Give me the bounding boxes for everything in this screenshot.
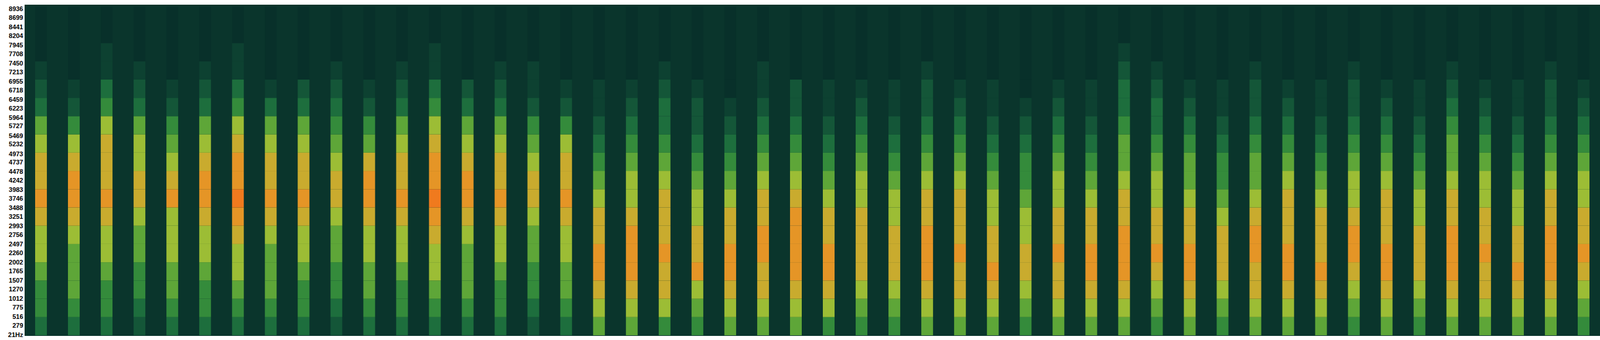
svg-text:3983: 3983 — [8, 186, 23, 194]
svg-text:8936: 8936 — [8, 5, 23, 13]
svg-text:5964: 5964 — [8, 114, 24, 122]
svg-text:4973: 4973 — [8, 150, 23, 158]
svg-text:6955: 6955 — [8, 77, 23, 85]
svg-text:8699: 8699 — [8, 14, 23, 22]
svg-text:8441: 8441 — [8, 23, 23, 31]
svg-text:8204: 8204 — [8, 32, 24, 40]
svg-text:3251: 3251 — [8, 213, 23, 221]
svg-text:5469: 5469 — [8, 132, 23, 140]
svg-text:6718: 6718 — [8, 86, 23, 94]
svg-text:7213: 7213 — [8, 68, 23, 76]
svg-text:4737: 4737 — [8, 158, 23, 166]
svg-text:2497: 2497 — [8, 240, 23, 248]
svg-text:2260: 2260 — [8, 249, 23, 257]
svg-text:3488: 3488 — [8, 204, 23, 212]
svg-text:2756: 2756 — [8, 231, 23, 239]
svg-text:6223: 6223 — [8, 104, 23, 112]
svg-text:2002: 2002 — [8, 258, 23, 266]
svg-text:21Hz: 21Hz — [8, 331, 24, 339]
svg-text:1765: 1765 — [8, 267, 23, 275]
svg-text:2993: 2993 — [8, 222, 23, 230]
svg-text:516: 516 — [12, 313, 23, 321]
svg-text:279: 279 — [12, 322, 23, 330]
svg-text:1012: 1012 — [8, 295, 23, 303]
svg-text:6459: 6459 — [8, 96, 23, 104]
svg-text:5727: 5727 — [8, 122, 23, 130]
svg-text:5232: 5232 — [8, 140, 23, 148]
svg-text:4242: 4242 — [8, 176, 23, 184]
svg-text:7450: 7450 — [8, 59, 23, 67]
svg-text:775: 775 — [12, 303, 23, 311]
svg-text:3746: 3746 — [8, 195, 23, 203]
svg-text:7945: 7945 — [8, 41, 23, 49]
svg-text:1270: 1270 — [8, 285, 23, 293]
svg-text:1507: 1507 — [8, 277, 23, 285]
svg-text:4478: 4478 — [8, 168, 23, 176]
svg-text:7708: 7708 — [8, 50, 23, 58]
